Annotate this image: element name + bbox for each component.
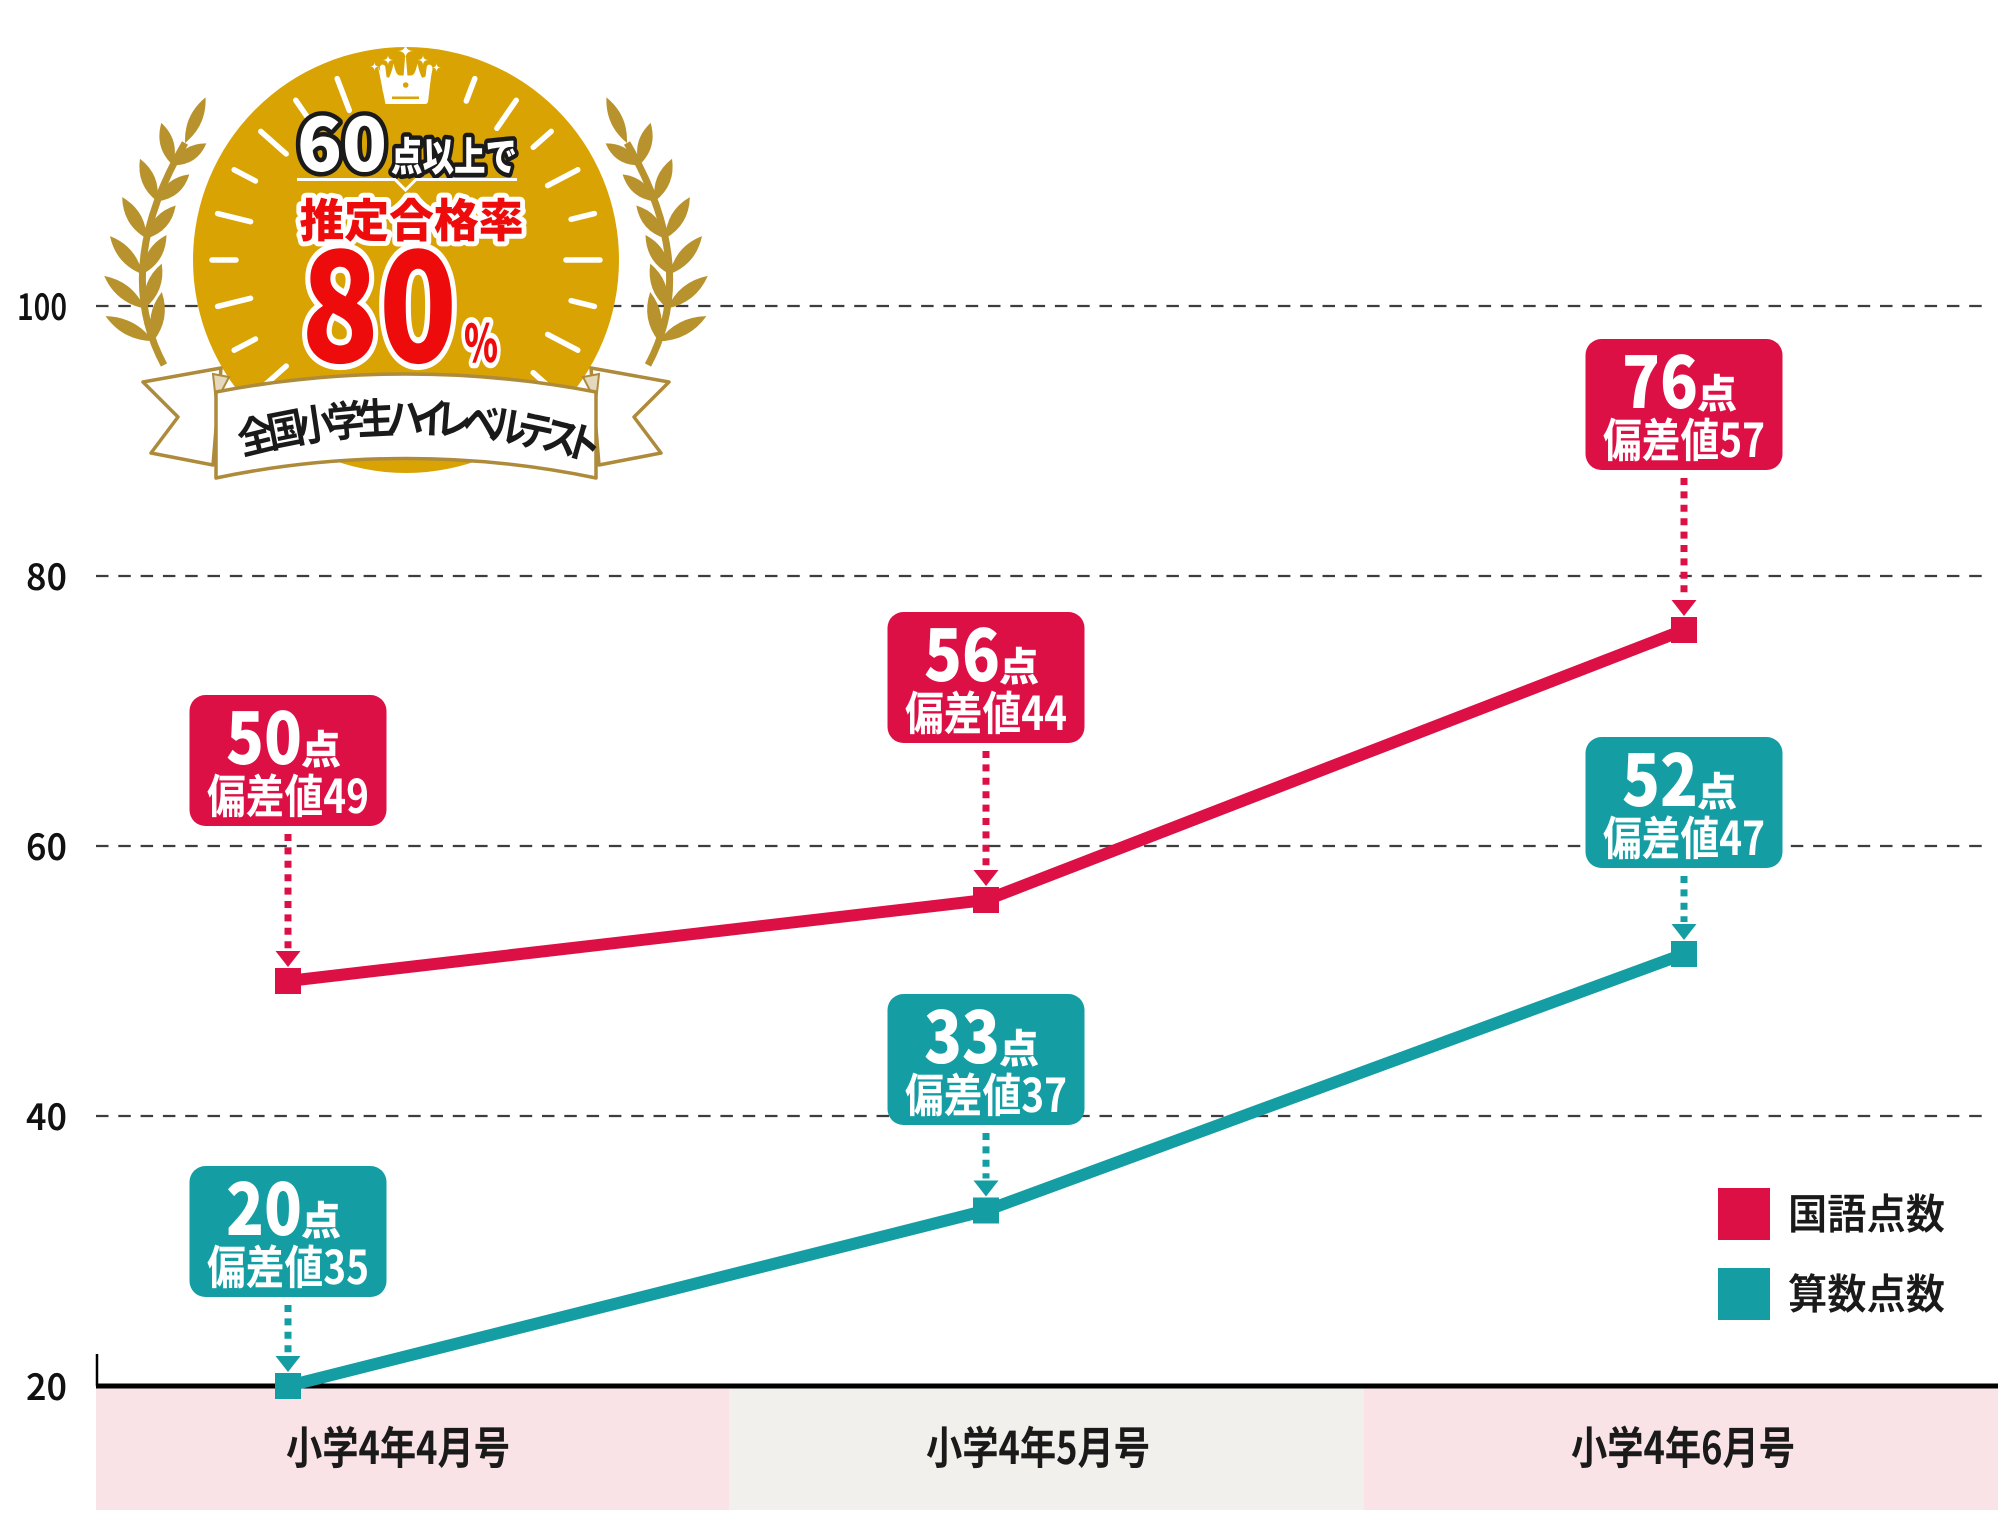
- svg-text:50: 50: [226, 683, 302, 785]
- svg-text:%: %: [464, 302, 498, 377]
- svg-text:ベ: ベ: [459, 388, 503, 453]
- svg-text:60: 60: [297, 87, 387, 193]
- svg-text:小学4年6月号: 小学4年6月号: [1571, 1412, 1795, 1477]
- svg-text:80: 80: [26, 549, 67, 601]
- svg-text:点: 点: [999, 635, 1039, 693]
- svg-text:100: 100: [17, 279, 67, 331]
- svg-text:小学4年5月号: 小学4年5月号: [926, 1412, 1150, 1477]
- svg-text:推定合格率: 推定合格率: [300, 185, 524, 251]
- svg-text:20: 20: [26, 1359, 67, 1411]
- svg-text:偏差値49: 偏差値49: [207, 760, 369, 827]
- svg-text:偏差値37: 偏差値37: [905, 1059, 1067, 1126]
- svg-text:20: 20: [226, 1154, 302, 1256]
- svg-text:偏差値44: 偏差値44: [905, 677, 1067, 744]
- svg-text:小学4年4月号: 小学4年4月号: [286, 1412, 510, 1477]
- svg-text:生: 生: [356, 385, 396, 447]
- svg-text:点: 点: [999, 1017, 1039, 1075]
- svg-text:レ: レ: [433, 386, 475, 449]
- svg-text:76: 76: [1622, 327, 1698, 429]
- svg-text:点: 点: [301, 1189, 341, 1247]
- svg-text:点以上で: 点以上で: [391, 125, 517, 183]
- svg-text:偏差値47: 偏差値47: [1603, 802, 1765, 869]
- svg-text:偏差値57: 偏差値57: [1603, 404, 1765, 471]
- svg-text:小: 小: [293, 390, 338, 455]
- svg-text:点: 点: [1697, 362, 1737, 420]
- svg-text:偏差値35: 偏差値35: [207, 1231, 369, 1298]
- svg-text:算数点数: 算数点数: [1788, 1261, 1945, 1322]
- svg-text:56: 56: [924, 600, 1000, 702]
- svg-text:学: 学: [324, 387, 367, 451]
- svg-text:点: 点: [301, 718, 341, 776]
- svg-text:国語点数: 国語点数: [1788, 1181, 1945, 1242]
- svg-text:60: 60: [26, 819, 67, 871]
- svg-text:52: 52: [1622, 725, 1698, 827]
- svg-text:点: 点: [1697, 760, 1737, 818]
- svg-text:イ: イ: [411, 385, 450, 447]
- svg-text:ハ: ハ: [387, 385, 424, 446]
- svg-text:33: 33: [924, 982, 1000, 1084]
- svg-text:40: 40: [26, 1089, 67, 1141]
